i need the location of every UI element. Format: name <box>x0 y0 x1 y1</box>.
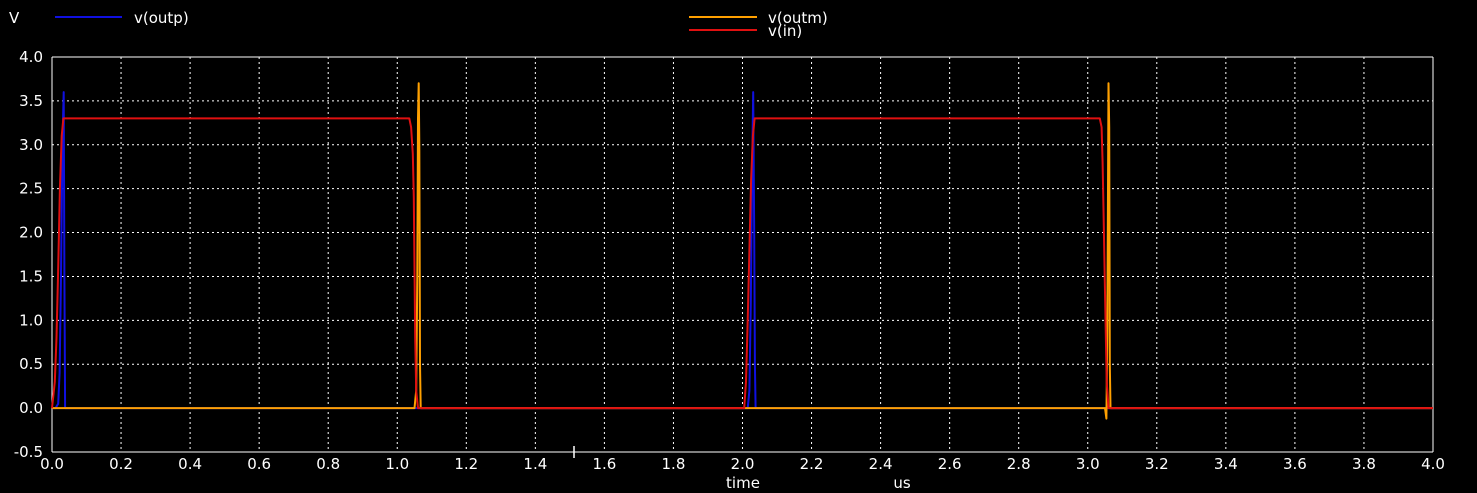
x-tick-label: 1.4 <box>523 455 547 473</box>
legend-outm: v(outm) <box>689 9 828 27</box>
x-tick-label: 1.0 <box>385 455 409 473</box>
x-unit-label: us <box>893 474 911 492</box>
x-tick-label: 3.8 <box>1352 455 1376 473</box>
y-tick-label: 0.0 <box>19 399 43 417</box>
legend-label-in: v(in) <box>768 22 802 40</box>
x-tick-label: 2.8 <box>1007 455 1031 473</box>
y-tick-label: 2.0 <box>19 224 43 242</box>
x-tick-label: 2.0 <box>731 455 755 473</box>
x-tick-label: 0.2 <box>109 455 133 473</box>
y-tick-label: -0.5 <box>14 443 43 461</box>
y-tick-label: 3.5 <box>19 92 43 110</box>
legend-label-outm: v(outm) <box>768 9 828 27</box>
x-tick-label: 0.4 <box>178 455 202 473</box>
y-tick-label: 2.5 <box>19 180 43 198</box>
trace-in <box>51 117 1433 410</box>
x-tick-label: 1.2 <box>454 455 478 473</box>
x-tick-label: 0.0 <box>40 455 64 473</box>
x-tick-label: 3.0 <box>1076 455 1100 473</box>
x-tick-label: 1.6 <box>592 455 616 473</box>
legend-in: v(in) <box>689 22 802 40</box>
y-tick-label: 1.5 <box>19 267 43 285</box>
tick-labels: 0.0 0.2 0.4 0.6 0.8 1.0 1.2 1.4 1.6 1.8 2.0 2.2 2.4 2… <box>14 48 1445 473</box>
y-tick-label: 3.0 <box>19 136 43 154</box>
y-tick-label: 4.0 <box>19 48 43 66</box>
x-tick-label: 3.6 <box>1283 455 1307 473</box>
plot-grid <box>51 56 1434 453</box>
plot-traces <box>51 82 1433 420</box>
legend-label-outp: v(outp) <box>134 9 189 27</box>
x-tick-label: 2.4 <box>869 455 893 473</box>
x-tick-label: 0.6 <box>247 455 271 473</box>
x-tick-label: 2.2 <box>800 455 824 473</box>
x-axis-label: time <box>726 474 760 492</box>
y-unit-label: V <box>9 9 20 27</box>
y-tick-label: 1.0 <box>19 311 43 329</box>
x-tick-label: 3.2 <box>1145 455 1169 473</box>
legend-outp: v(outp) <box>55 9 189 27</box>
y-tick-label: 0.5 <box>19 355 43 373</box>
x-tick-label: 1.8 <box>662 455 686 473</box>
x-tick-label: 2.6 <box>938 455 962 473</box>
x-tick-label: 4.0 <box>1421 455 1445 473</box>
x-tick-label: 3.4 <box>1214 455 1238 473</box>
trace-outp <box>52 91 1433 410</box>
x-tick-label: 0.8 <box>316 455 340 473</box>
